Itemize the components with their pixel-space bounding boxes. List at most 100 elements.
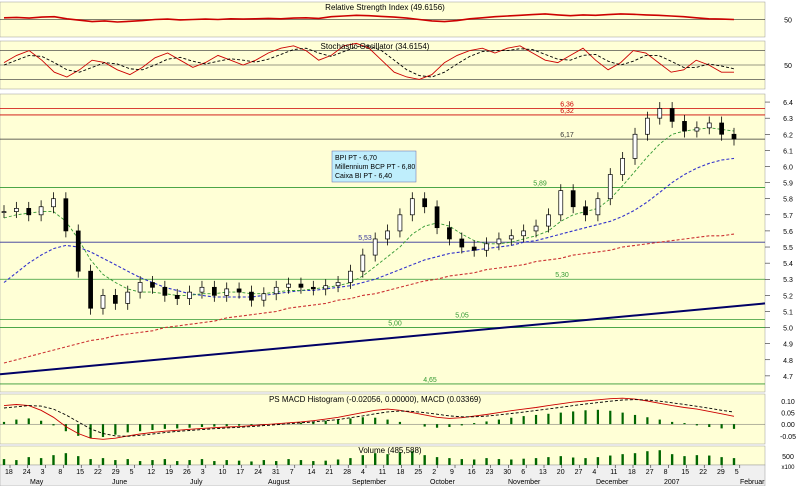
price-tick-label: 4.7 bbox=[783, 374, 793, 381]
stochastic-tick-label: 50 bbox=[784, 63, 792, 70]
long-term-trendline bbox=[0, 302, 766, 376]
macd-tick-label: 0.10 bbox=[781, 399, 795, 406]
candle-body bbox=[335, 282, 341, 287]
candle-body bbox=[496, 238, 502, 245]
price-tick-label: 5.2 bbox=[783, 293, 793, 300]
price-tick-label: 6.0 bbox=[783, 164, 793, 171]
volume-unit-label: x100 bbox=[781, 465, 795, 471]
date-tick-label: 4 bbox=[592, 469, 596, 476]
date-tick-label: 11 bbox=[379, 469, 386, 476]
candle-body bbox=[546, 214, 551, 227]
price-tick-label: 5.5 bbox=[783, 245, 793, 252]
support-resistance-label: 5,30 bbox=[555, 272, 569, 279]
date-tick-label: 9 bbox=[450, 469, 454, 476]
date-tick-label: 6 bbox=[521, 469, 525, 476]
date-tick-label: 2 bbox=[432, 469, 436, 476]
date-tick-label: 14 bbox=[308, 469, 316, 476]
target-line-3: Caixa BI PT - 6,40 bbox=[335, 173, 392, 180]
price-tick-label: 5.9 bbox=[783, 181, 793, 188]
analyst-targets-box: BPI PT - 6,70 Millennium BCP PT - 6,80 C… bbox=[331, 150, 417, 183]
target-line-2: Millennium BCP PT - 6,80 bbox=[335, 164, 415, 171]
candle-body bbox=[298, 283, 304, 288]
date-tick-label: 30 bbox=[503, 469, 511, 476]
candle-body bbox=[137, 282, 143, 293]
date-tick-label: 20 bbox=[557, 469, 565, 476]
candle-body bbox=[595, 198, 601, 216]
candle-body bbox=[397, 214, 403, 232]
month-label: July bbox=[190, 479, 203, 486]
support-resistance-label: 6,32 bbox=[560, 108, 574, 115]
candle-body bbox=[632, 133, 638, 159]
date-tick-label: 18 bbox=[628, 469, 636, 476]
date-tick-label: 15 bbox=[681, 469, 689, 476]
date-tick-label: 25 bbox=[414, 469, 422, 476]
macd-title: PS MACD Histogram (-0.02056, 0.00000), M… bbox=[269, 395, 481, 404]
date-tick-label: 23 bbox=[486, 469, 494, 476]
date-tick-label: 12 bbox=[147, 469, 155, 476]
candle-body bbox=[422, 198, 428, 208]
date-tick-label: 8 bbox=[664, 469, 668, 476]
rsi-tick-label: 50 bbox=[784, 18, 792, 25]
price-tick-label: 6.3 bbox=[783, 116, 793, 123]
month-label: Februar bbox=[740, 479, 765, 486]
stochastic-d-line bbox=[3, 45, 735, 78]
candle-body bbox=[174, 295, 180, 299]
candle-body bbox=[150, 282, 155, 288]
date-tick-label: 19 bbox=[165, 469, 173, 476]
date-tick-label: 3 bbox=[201, 469, 205, 476]
volume-tick-label: 500 bbox=[782, 454, 794, 461]
candle-body bbox=[434, 206, 440, 229]
candle-body bbox=[471, 246, 477, 251]
date-tick-label: 11 bbox=[610, 469, 617, 476]
candle-body bbox=[273, 286, 279, 295]
candle-body bbox=[719, 122, 724, 135]
month-label: September bbox=[352, 479, 387, 486]
candle-body bbox=[385, 230, 390, 240]
date-tick-label: 24 bbox=[23, 469, 31, 476]
date-tick-label: 22 bbox=[94, 469, 102, 476]
candle-body bbox=[484, 243, 489, 251]
candle-body bbox=[348, 270, 353, 283]
price-tick-label: 5.6 bbox=[783, 229, 793, 236]
macd-tick-label: -0.05 bbox=[780, 434, 796, 441]
date-tick-label: 17 bbox=[236, 469, 244, 476]
candle-body bbox=[533, 225, 539, 232]
date-tick-label: 31 bbox=[272, 469, 280, 476]
candle-body bbox=[360, 254, 366, 272]
candle-body bbox=[113, 295, 118, 304]
date-tick-label: 7 bbox=[290, 469, 294, 476]
candle-body bbox=[706, 122, 712, 129]
month-label: October bbox=[430, 479, 456, 486]
candle-body bbox=[570, 190, 576, 208]
candle-body bbox=[14, 208, 19, 212]
candle-body bbox=[620, 158, 625, 175]
candle-body bbox=[409, 198, 415, 216]
date-tick-label: 29 bbox=[112, 469, 120, 476]
moving-average-long bbox=[3, 233, 735, 364]
candle-body bbox=[731, 133, 737, 140]
candle-body bbox=[162, 286, 168, 296]
candle-body bbox=[558, 190, 564, 216]
month-label: 2007 bbox=[664, 479, 680, 486]
candle-body bbox=[88, 270, 93, 309]
candle-body bbox=[224, 288, 230, 296]
moving-average-mid bbox=[3, 157, 735, 298]
date-tick-label: 13 bbox=[539, 469, 547, 476]
date-tick-label: 3 bbox=[41, 469, 45, 476]
candle-body bbox=[63, 198, 69, 232]
candle-body bbox=[447, 227, 452, 240]
date-tick-label: 5 bbox=[735, 469, 739, 476]
price-tick-label: 6.2 bbox=[783, 132, 793, 139]
macd-line bbox=[3, 397, 735, 440]
support-resistance-label: 6,17 bbox=[560, 132, 574, 139]
macd-signal-line bbox=[3, 399, 735, 437]
candle-body bbox=[310, 286, 316, 290]
month-label: May bbox=[30, 479, 44, 486]
date-tick-label: 27 bbox=[575, 469, 583, 476]
date-tick-label: 5 bbox=[130, 469, 134, 476]
price-tick-label: 5.1 bbox=[783, 309, 793, 316]
date-tick-label: 18 bbox=[397, 469, 405, 476]
rsi-line bbox=[3, 13, 735, 23]
macd-tick-label: 0.05 bbox=[781, 411, 795, 418]
